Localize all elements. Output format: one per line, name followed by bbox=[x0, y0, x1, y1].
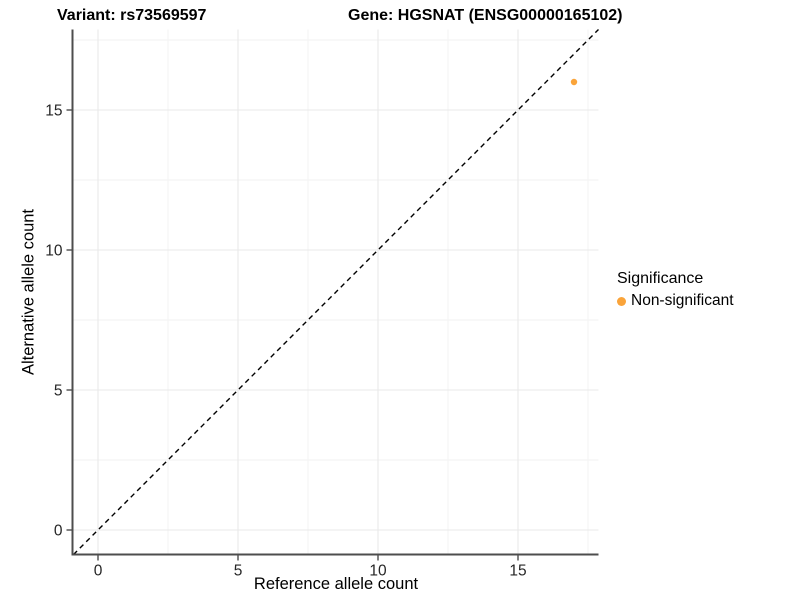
y-tick-label: 5 bbox=[54, 383, 63, 400]
y-axis-title: Alternative allele count bbox=[19, 208, 38, 376]
legend-item-label: Non-significant bbox=[631, 292, 734, 309]
y-tick-label: 10 bbox=[45, 243, 63, 260]
x-tick-label: 10 bbox=[369, 563, 387, 580]
x-axis-title: Reference allele count bbox=[253, 575, 419, 593]
legend-title: Significance bbox=[617, 270, 704, 287]
data-point bbox=[570, 78, 578, 86]
y-tick-label: 0 bbox=[54, 523, 63, 540]
legend: Significance Non-significant bbox=[617, 270, 734, 310]
variant-title: Variant: rs73569597 bbox=[57, 7, 207, 24]
x-tick-label: 5 bbox=[234, 563, 243, 580]
gene-title: Gene: HGSNAT (ENSG00000165102) bbox=[348, 7, 623, 24]
legend-point-icon bbox=[617, 296, 626, 306]
legend-item: Non-significant bbox=[617, 292, 734, 310]
x-tick-label: 15 bbox=[509, 563, 526, 580]
y-tick-label: 15 bbox=[45, 103, 62, 120]
identity-line bbox=[73, 29, 599, 555]
x-tick-label: 0 bbox=[94, 563, 103, 580]
